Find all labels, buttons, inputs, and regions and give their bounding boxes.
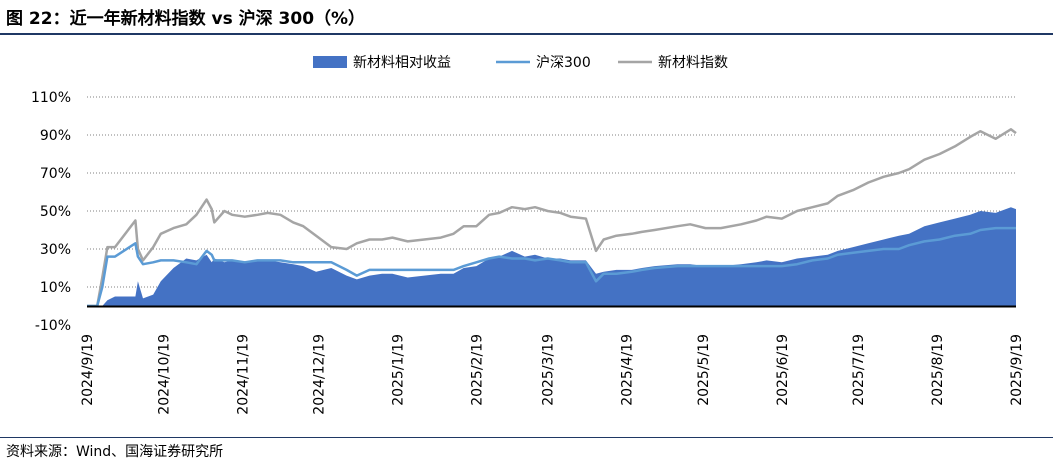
x-tick-label: 2025/5/19 <box>696 334 712 406</box>
series-area-relative-return <box>87 207 1016 306</box>
x-tick-label: 2025/7/19 <box>851 334 867 406</box>
x-tick-label: 2025/1/19 <box>391 334 407 406</box>
source-note: 资料来源：Wind、国海证券研究所 <box>6 444 224 460</box>
x-tick-label: 2025/3/19 <box>541 334 557 406</box>
legend: 新材料相对收益 沪深300 新材料指数 <box>313 55 728 71</box>
x-tick-label: 2025/4/19 <box>620 334 636 406</box>
x-tick-label: 2025/6/19 <box>775 334 791 406</box>
x-tick-label: 2024/9/19 <box>80 334 96 406</box>
legend-item-relative-return: 新材料相对收益 <box>353 55 451 71</box>
y-tick-label: 50% <box>40 204 71 220</box>
figure-title: 图 22：近一年新材料指数 vs 沪深 300（%） <box>6 9 366 29</box>
x-tick-label: 2025/8/19 <box>930 334 946 406</box>
x-tick-label: 2025/2/19 <box>469 334 485 406</box>
title-divider <box>0 33 1053 35</box>
y-tick-label: 110% <box>31 90 71 106</box>
y-tick-label: 90% <box>40 128 71 144</box>
axes: -10% 10% 30% 50% 70% 90% 110% 2024/9/19 2024/10/… <box>31 90 1025 415</box>
series-line-new-materials-index <box>87 128 1017 308</box>
x-tick-label: 2024/10/19 <box>156 334 172 415</box>
x-tick-label: 2024/12/19 <box>312 334 328 415</box>
footer-divider <box>0 437 1053 438</box>
area-series-layer <box>87 207 1016 306</box>
legend-item-new-materials-index: 新材料指数 <box>658 55 728 71</box>
x-tick-label: 2024/11/19 <box>235 334 251 415</box>
legend-swatch <box>313 56 347 68</box>
legend-item-hs300: 沪深300 <box>536 55 591 71</box>
y-tick-label: 30% <box>40 242 71 258</box>
y-tick-label: 70% <box>40 166 71 182</box>
line-series-layer <box>87 128 1017 308</box>
y-tick-label: 10% <box>40 280 71 296</box>
y-tick-label: -10% <box>35 318 71 334</box>
series-line-hs300 <box>87 226 1016 308</box>
x-tick-label: 2025/9/19 <box>1009 334 1025 406</box>
